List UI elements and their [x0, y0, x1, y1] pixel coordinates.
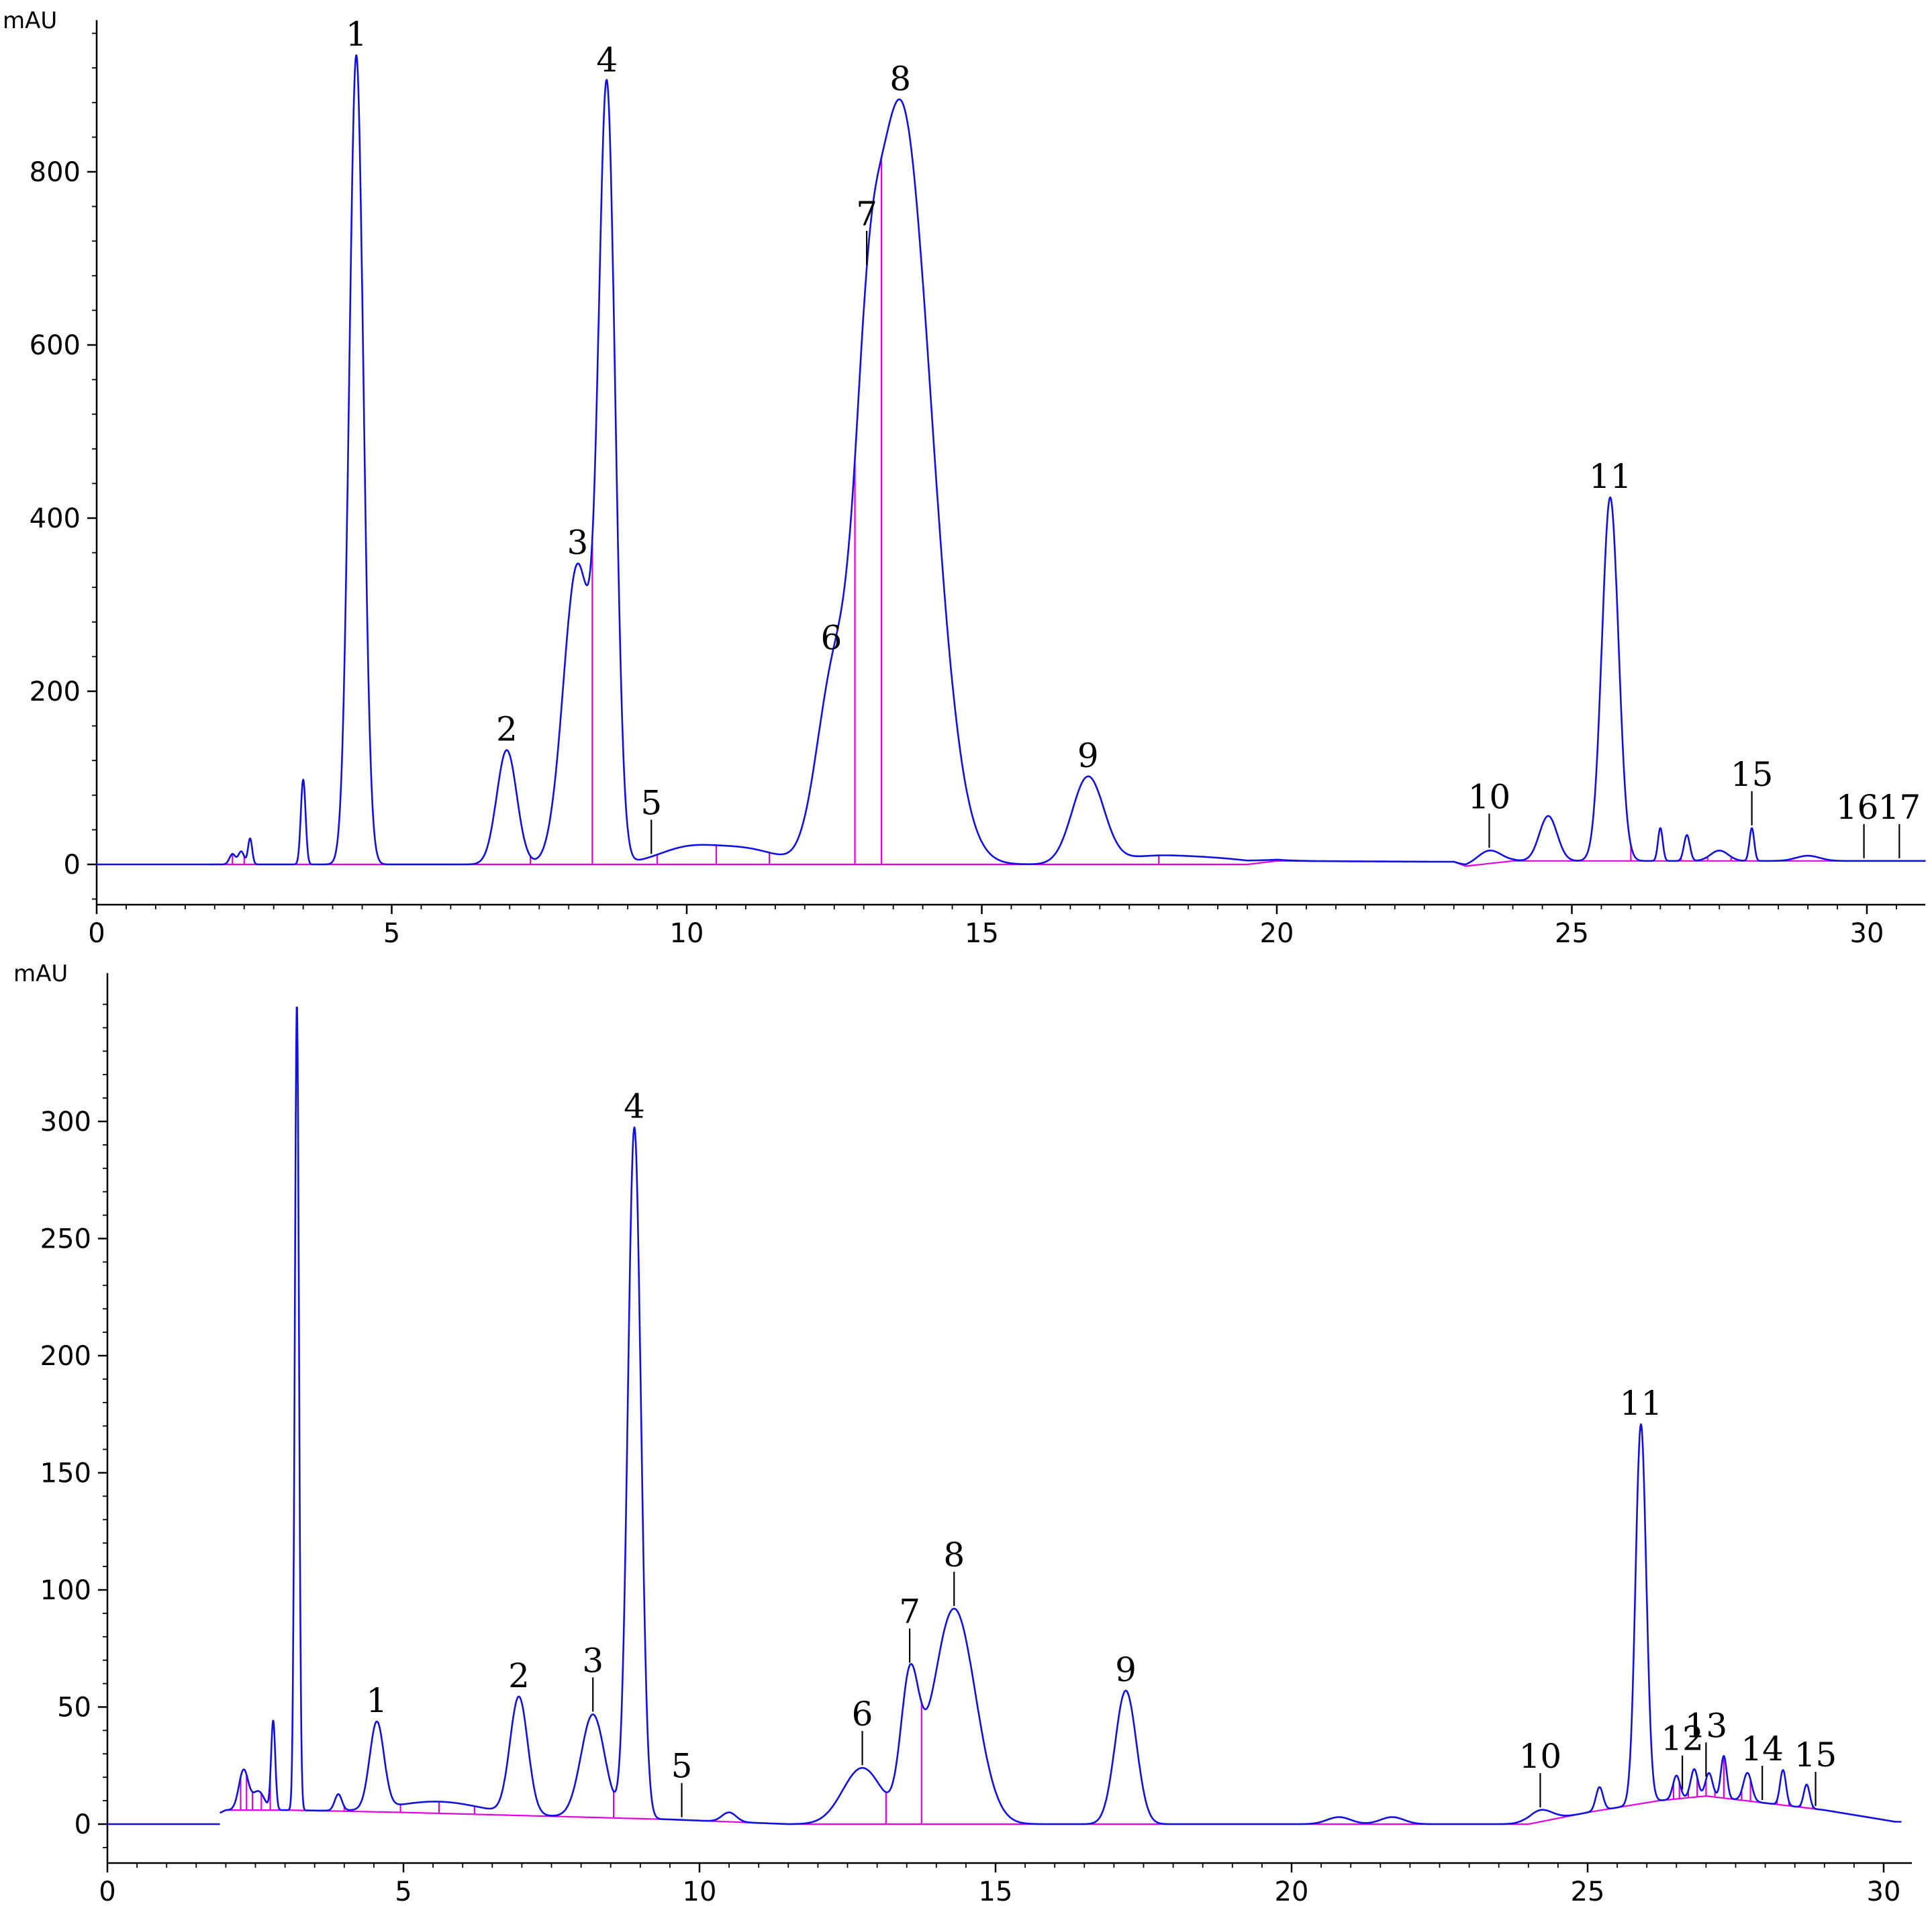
x-tick-label: 20: [1275, 1876, 1309, 1906]
peak-label: 4: [624, 1087, 645, 1126]
y-tick-label: 400: [30, 503, 81, 534]
x-tick-label: 5: [383, 918, 400, 949]
peak-label: 8: [943, 1536, 965, 1574]
y-tick-label: 100: [40, 1575, 91, 1606]
x-tick-label: 15: [979, 1876, 1013, 1906]
y-tick-label: 300: [40, 1107, 91, 1138]
peak-label: 2: [508, 1656, 530, 1695]
y-tick-label: 200: [30, 676, 81, 707]
peak-label: 12: [1661, 1719, 1704, 1758]
peak-label: 3: [582, 1641, 603, 1680]
x-tick-label: 15: [965, 918, 999, 949]
y-tick-label: 150: [40, 1458, 91, 1489]
y-tick-label: 800: [30, 157, 81, 188]
x-tick-label: 5: [395, 1876, 412, 1906]
peak-label: 1: [346, 15, 367, 54]
y-tick-label: 600: [30, 330, 81, 361]
peak-label: 6: [820, 618, 842, 657]
peak-label: 5: [671, 1747, 693, 1786]
x-tick-label: 20: [1260, 918, 1294, 949]
y-tick-label: 0: [64, 850, 81, 881]
peak-label: 9: [1077, 736, 1099, 775]
peak-label: 13: [1685, 1706, 1728, 1745]
peak-label: 15: [1731, 755, 1774, 794]
peak-label: 10: [1468, 777, 1511, 816]
peak-label: 9: [1115, 1650, 1137, 1689]
y-tick-label: 0: [75, 1809, 91, 1840]
chromatogram-trace: [220, 1006, 1902, 1825]
x-tick-label: 25: [1555, 918, 1589, 949]
integration-baseline: [220, 1795, 1899, 1825]
peak-label: 5: [640, 783, 662, 822]
x-tick-label: 30: [1867, 1876, 1901, 1906]
y-tick-label: 50: [57, 1693, 91, 1723]
y-axis-unit-label: mAU: [13, 960, 68, 987]
peak-label: 8: [889, 60, 911, 99]
x-tick-label: 0: [88, 918, 105, 949]
chromatogram-trace: [208, 54, 1927, 866]
peak-label: 11: [1620, 1384, 1663, 1423]
peak-label: 16: [1836, 788, 1879, 827]
x-tick-label: 0: [99, 1876, 115, 1906]
peak-label: 1: [366, 1681, 387, 1720]
peak-label: 6: [852, 1695, 873, 1734]
peak-label: 3: [567, 523, 588, 562]
peak-label: 17: [1878, 788, 1921, 827]
peak-label: 4: [596, 41, 618, 80]
integration-baseline: [209, 860, 1923, 867]
x-tick-label: 25: [1571, 1876, 1605, 1906]
y-axis-unit-label: mAU: [3, 7, 57, 34]
peak-label: 11: [1589, 457, 1632, 496]
peak-label: 10: [1519, 1737, 1562, 1776]
peak-label: 7: [856, 195, 877, 234]
chromatogram-panel-top: mAU 0 200 400 600 800 0 5 10 15 20 25 30 1 2 3 4 5 6 7 8 9 10 1…: [3, 7, 1927, 949]
y-tick-label: 250: [40, 1224, 91, 1255]
x-tick-label: 10: [683, 1876, 717, 1906]
peak-label: 7: [899, 1592, 920, 1631]
x-tick-label: 10: [670, 918, 704, 949]
peak-label: 2: [496, 710, 518, 749]
peak-label: 14: [1741, 1729, 1784, 1768]
peak-label: 15: [1794, 1736, 1837, 1774]
y-tick-label: 200: [40, 1341, 91, 1372]
x-tick-label: 30: [1850, 918, 1884, 949]
